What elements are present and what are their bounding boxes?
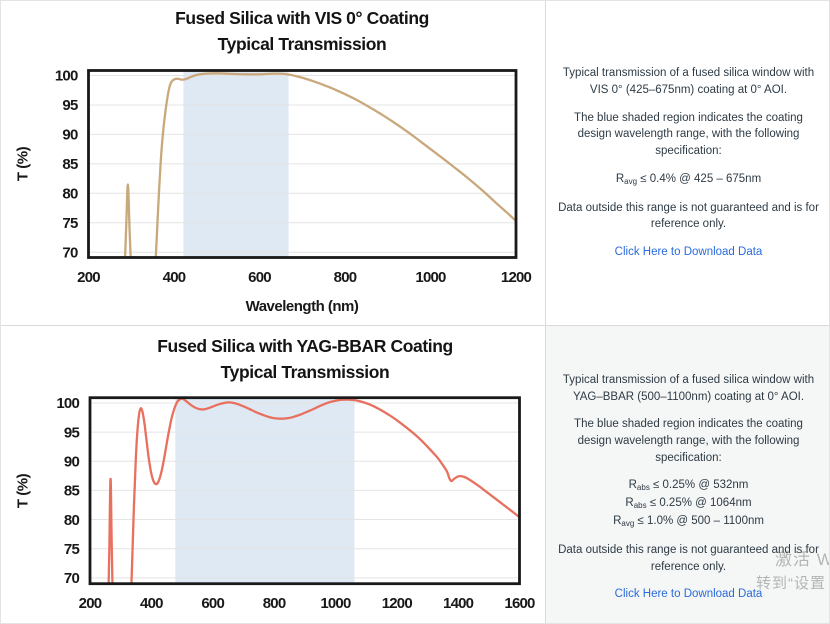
x-axis-label: Wavelength (nm): [245, 298, 359, 315]
vis-coating-chart-panel: Fused Silica with VIS 0° Coating Typical…: [1, 1, 545, 325]
spec-line: Rabs ≤ 0.25% @ 532nm: [628, 479, 749, 493]
x-tick-label: 1000: [320, 595, 351, 612]
x-tick-label: 1000: [415, 269, 446, 286]
spec-line: Ravg ≤ 1.0% @ 500 – 1100nm: [613, 515, 764, 529]
x-tick-label: 200: [77, 269, 100, 286]
yag-bbar-description-panel: Typical transmission of a fused silica w…: [546, 326, 829, 623]
chart-subtitle: Typical Transmission: [217, 34, 387, 54]
download-data-link[interactable]: Click Here to Download Data: [614, 245, 763, 258]
vis-coating-description-panel: Typical transmission of a fused silica w…: [546, 1, 829, 325]
chart-subtitle: Typical Transmission: [220, 362, 390, 382]
yag-bbar-chart-panel: Fused Silica with YAG-BBAR Coating Typic…: [1, 325, 545, 623]
spec-line: Rabs ≤ 0.25% @ 1064nm: [625, 497, 752, 511]
y-tick-label: 70: [62, 244, 78, 261]
yag-bbar-transmission-chart: 100 95 90 85 80 75 70 200 400 600 800 1000 1200 1400 1…: [56, 395, 535, 612]
vis-transmission-chart: 100 95 90 85 80 75 70 200 400 600 800 1000 1200: [55, 68, 532, 286]
windows-activation-watermark: 激活 W: [775, 550, 830, 569]
x-tick-label: 600: [201, 595, 224, 612]
chart-title: Fused Silica with VIS 0° Coating: [175, 8, 429, 28]
y-tick-label: 75: [64, 541, 80, 558]
download-data-link[interactable]: Click Here to Download Data: [614, 588, 763, 601]
x-tick-label: 1200: [382, 595, 413, 612]
x-tick-label: 400: [163, 269, 186, 286]
transmission-curve: [107, 397, 520, 584]
disclaimer-text: Data outside this range is not guarantee…: [558, 543, 819, 573]
y-tick-label: 100: [55, 68, 78, 85]
windows-activation-watermark: 转到“设置: [756, 575, 826, 592]
x-tick-label: 1600: [504, 595, 535, 612]
y-tick-label: 80: [64, 512, 80, 529]
chart-title-block: Fused Silica with YAG-BBAR Coating Typic…: [90, 333, 520, 385]
y-tick-label: 90: [62, 127, 78, 144]
x-tick-label: 800: [263, 595, 286, 612]
transmission-curve: [123, 72, 516, 258]
x-tick-label: 200: [79, 595, 102, 612]
spec-line: Ravg ≤ 0.4% @ 425 – 675nm: [615, 172, 762, 186]
spec-list: Ravg ≤ 0.4% @ 425 – 675nm: [616, 171, 761, 189]
plot-border: [88, 396, 521, 586]
y-tick-label: 95: [64, 424, 80, 441]
y-tick-label: 100: [56, 395, 79, 412]
plot-border: [87, 69, 518, 259]
y-tick-label: 90: [64, 453, 80, 470]
description-paragraph: Typical transmission of a fused silica w…: [562, 374, 815, 403]
x-tick-label: 600: [248, 269, 271, 286]
chart-title-block: Fused Silica with VIS 0° Coating Typical…: [88, 5, 516, 57]
disclaimer-text: Data outside this range is not guarantee…: [558, 201, 819, 231]
y-tick-label: 80: [62, 186, 78, 203]
y-tick-label: 95: [62, 97, 78, 114]
y-tick-label: 75: [62, 215, 78, 232]
shaded-region-note: The blue shaded region indicates the coa…: [574, 418, 803, 464]
y-tick-label: 85: [64, 483, 80, 500]
chart-title: Fused Silica with YAG-BBAR Coating: [157, 336, 453, 356]
vertical-divider: [545, 1, 546, 623]
x-tick-label: 1200: [501, 269, 532, 286]
x-tick-label: 400: [140, 595, 163, 612]
y-tick-label: 70: [64, 570, 80, 587]
x-tick-label: 1400: [443, 595, 474, 612]
description-paragraph: Typical transmission of a fused silica w…: [562, 67, 815, 97]
shaded-region-note: The blue shaded region indicates the coa…: [574, 111, 803, 158]
spec-list: Rabs ≤ 0.25% @ 532nm Rabs ≤ 0.25% @ 1064n…: [613, 477, 764, 530]
y-tick-label: 85: [62, 156, 78, 173]
horizontal-divider: [1, 325, 829, 326]
x-tick-label: 800: [334, 269, 357, 286]
